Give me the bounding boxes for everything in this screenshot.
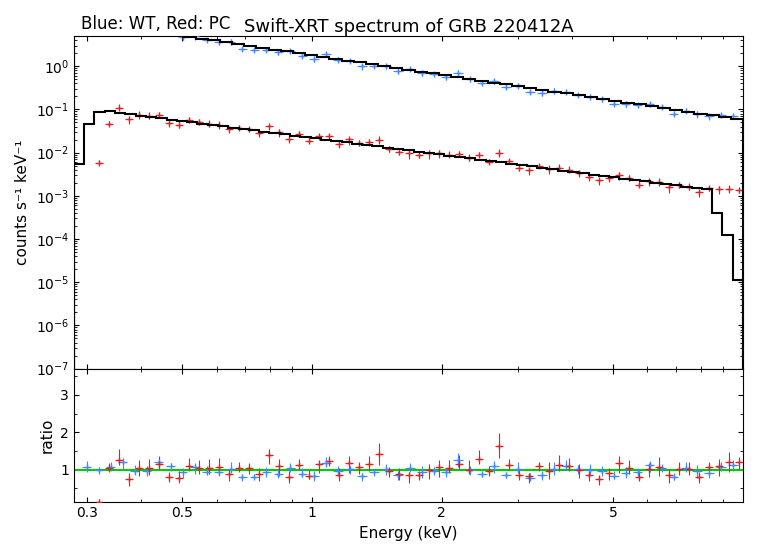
Text: Blue: WT, Red: PC: Blue: WT, Red: PC <box>80 14 230 33</box>
Y-axis label: counts s⁻¹ keV⁻¹: counts s⁻¹ keV⁻¹ <box>15 140 30 265</box>
Y-axis label: ratio: ratio <box>39 418 55 453</box>
Title: Swift-XRT spectrum of GRB 220412A: Swift-XRT spectrum of GRB 220412A <box>243 18 573 36</box>
X-axis label: Energy (keV): Energy (keV) <box>359 526 458 541</box>
